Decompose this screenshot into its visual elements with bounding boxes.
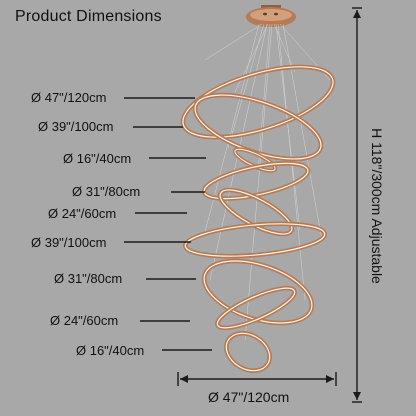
ring-24-lower (215, 285, 297, 331)
ring-47-top (180, 64, 336, 140)
ceiling-canopy (246, 5, 296, 27)
leader-lines (124, 97, 212, 351)
ring-label-39-upper: Ø 39"/100cm (38, 119, 114, 134)
ring-label-31-lower: Ø 31"/80cm (54, 271, 123, 286)
ring-label-16-bottom: Ø 16"/40cm (76, 343, 145, 358)
ring-label-39-middle: Ø 39"/100cm (31, 235, 107, 250)
ring-label-47-top: Ø 47"/120cm (31, 90, 107, 105)
height-dimension (352, 7, 362, 403)
width-label: Ø 47"/120cm (208, 389, 290, 405)
ring-label-24-lower: Ø 24"/60cm (50, 313, 119, 328)
ring-16-bottom (224, 331, 272, 373)
ring-label-24-upper: Ø 24"/60cm (48, 206, 117, 221)
width-dimension (177, 372, 337, 386)
height-label: H 118"/300cm Adjustable (369, 128, 385, 284)
ring-39-upper (192, 92, 324, 162)
ring-label-16-upper: Ø 16"/40cm (63, 151, 132, 166)
ring-39-middle (183, 221, 327, 259)
product-dimensions-title: Product Dimensions (15, 8, 162, 25)
ring-label-31-upper: Ø 31"/80cm (72, 184, 141, 199)
ring-31-lower (201, 258, 315, 326)
